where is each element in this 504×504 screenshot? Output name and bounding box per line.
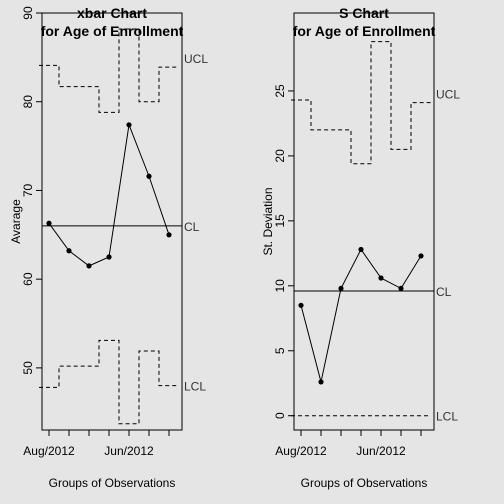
xbar-data-point-6: [146, 173, 152, 179]
xbar-x-tick-label: Aug/2012: [23, 444, 75, 458]
s-y-tick-label: 15: [273, 214, 287, 228]
xbar-lcl-line: [39, 339, 179, 425]
s-ucl-line: [291, 41, 431, 165]
s-x-tick-label: Aug/2012: [275, 444, 327, 458]
xbar-cl-label: CL: [184, 220, 200, 234]
s-x-tick-label: Jun/2012: [356, 444, 406, 458]
s-y-tick-label: 25: [273, 84, 287, 98]
s-data-point-2: [318, 379, 324, 385]
s-x-axis-label: Groups of Observations: [301, 476, 428, 490]
xbar-x-axis-label: Groups of Observations: [49, 476, 176, 490]
s-data-point-7: [418, 253, 424, 259]
s-y-tick-label: 10: [273, 279, 287, 293]
s-chart-subtitle: for Age of Enrollment: [293, 23, 436, 39]
s-data-point-4: [358, 246, 364, 253]
xbar-data-point-3: [86, 263, 92, 269]
s-data-point-6: [398, 285, 404, 292]
s-y-tick-label: 0: [273, 412, 287, 419]
xbar-data-point-1: [46, 220, 52, 226]
s-data-point-5: [378, 275, 384, 281]
xbar-data-point-4: [106, 254, 112, 260]
xbar-y-axis-label: Avarage: [9, 199, 23, 244]
xbar-ucl-label: UCL: [184, 52, 208, 66]
xbar-data-point-5: [126, 122, 132, 128]
xbar-ucl-line: [39, 28, 179, 113]
xbar-series-line: [48, 122, 170, 267]
s-ucl-label: UCL: [436, 88, 460, 102]
xbar-x-tick-label: Jun/2012: [104, 444, 154, 458]
xbar-y-tick-label: 90: [21, 6, 35, 20]
s-data-point-3: [338, 285, 344, 292]
xbar-plot-frame: [41, 12, 183, 431]
xbar-lcl-label: LCL: [184, 380, 206, 394]
xbar-y-tick-label: 80: [21, 95, 35, 109]
xbar-y-tick-label: 50: [21, 361, 35, 375]
xbar-y-tick-label: 60: [21, 272, 35, 286]
s-plot-frame: [293, 12, 435, 431]
s-y-axis-label: St. Deviation: [261, 187, 275, 255]
s-cl-label: CL: [436, 285, 452, 299]
xbar-y-tick-label: 70: [21, 183, 35, 197]
xbar-chart-title: xbar Chart: [77, 5, 147, 21]
s-series-line: [300, 248, 422, 383]
s-data-point-1: [298, 302, 304, 308]
xbar-data-point-7: [166, 232, 172, 238]
s-chart-title: S Chart: [339, 5, 389, 21]
s-y-tick-label: 5: [273, 347, 287, 354]
s-lcl-label: LCL: [436, 410, 458, 424]
s-y-tick-label: 20: [273, 149, 287, 163]
xbar-chart-subtitle: for Age of Enrollment: [41, 23, 184, 39]
xbar-data-point-2: [66, 248, 72, 254]
